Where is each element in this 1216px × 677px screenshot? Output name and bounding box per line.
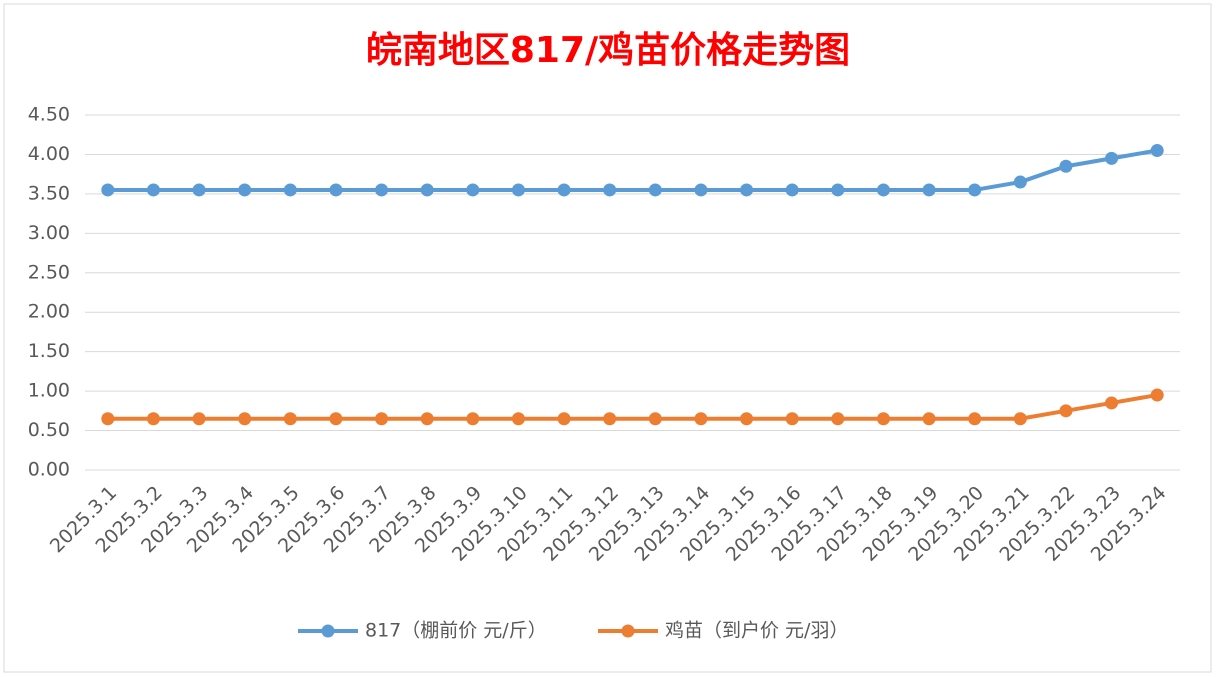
data-point [603,412,617,426]
data-point [557,412,571,426]
data-point [968,183,982,197]
data-point [922,412,936,426]
data-point [1150,144,1164,157]
data-point [876,412,890,426]
data-point [740,412,754,426]
data-point [968,412,982,426]
y-tick-label: 1.00 [28,380,70,402]
legend-label: 鸡苗（到户价 元/羽） [665,620,848,642]
y-tick-label: 3.50 [28,182,70,204]
series-line [107,148,1158,192]
data-point [101,183,115,197]
data-point [557,183,571,197]
data-point [192,183,206,197]
data-point [146,412,160,426]
data-point [283,183,297,197]
data-point [238,183,252,197]
data-point [648,183,662,197]
data-point [785,412,799,426]
data-point [420,183,434,197]
data-point [1059,404,1073,418]
y-tick-label: 0.00 [28,459,70,481]
legend-label: 817（棚前价 元/斤） [365,620,547,642]
data-point [420,412,434,426]
data-point [375,412,389,426]
data-point [375,183,389,197]
data-point [1013,412,1027,426]
data-point [101,412,115,426]
data-point [1013,175,1027,189]
data-point [146,183,160,197]
series-line [107,393,1158,421]
data-point [694,412,708,426]
data-point [283,412,297,426]
y-tick-label: 4.50 [28,104,70,126]
data-point [329,412,343,426]
data-point [831,412,845,426]
y-tick-label: 4.00 [28,143,70,165]
y-tick-label: 3.00 [28,222,70,244]
data-point [511,412,525,426]
data-point [876,183,890,197]
legend-marker [321,624,335,638]
data-point [466,412,480,426]
data-point [511,183,525,197]
chart-title: 皖南地区817/鸡苗价格走势图 [366,30,850,71]
data-point [1105,151,1119,165]
data-point [922,183,936,197]
data-point [238,412,252,426]
y-tick-label: 1.50 [28,340,70,362]
data-point [648,412,662,426]
chart-area [3,3,1212,673]
legend-marker [621,624,635,638]
data-point [1150,388,1164,402]
y-tick-label: 2.50 [28,261,70,283]
data-point [466,183,480,197]
data-point [740,183,754,197]
data-point [329,183,343,197]
data-point [831,183,845,197]
data-point [603,183,617,197]
data-point [192,412,206,426]
data-point [1059,159,1073,173]
data-point [694,183,708,197]
y-tick-label: 0.50 [28,419,70,441]
y-tick-label: 2.00 [28,301,70,323]
data-point [785,183,799,197]
data-point [1105,396,1119,410]
